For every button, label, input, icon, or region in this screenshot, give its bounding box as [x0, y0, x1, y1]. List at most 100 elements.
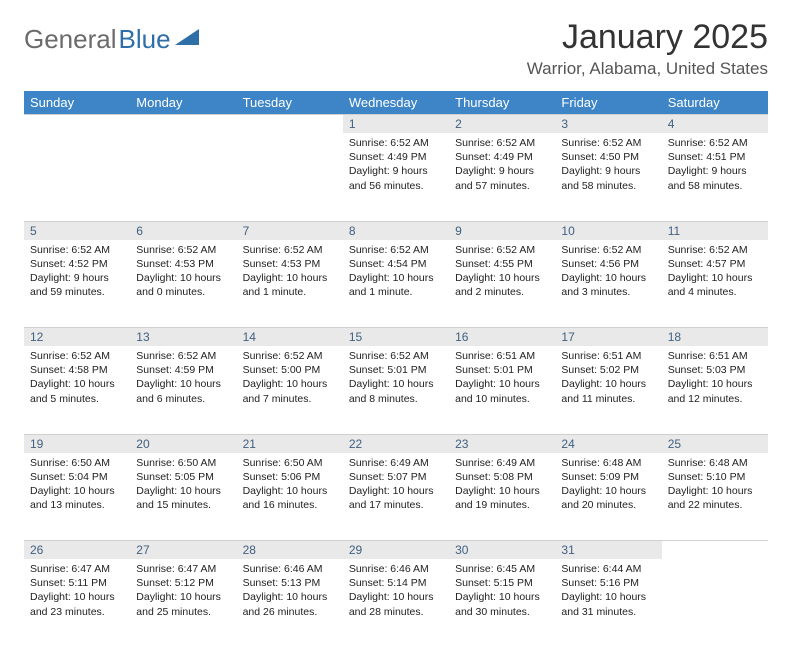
day-number-cell: 14	[237, 328, 343, 347]
sunrise-line: Sunrise: 6:52 AM	[349, 136, 443, 150]
daylight-line: Daylight: 10 hours and 30 minutes.	[455, 590, 549, 618]
daylight-line: Daylight: 9 hours and 56 minutes.	[349, 164, 443, 192]
daylight-line: Daylight: 10 hours and 11 minutes.	[561, 377, 655, 405]
day-number-cell	[662, 541, 768, 560]
sunrise-line: Sunrise: 6:47 AM	[136, 562, 230, 576]
sunset-line: Sunset: 4:55 PM	[455, 257, 549, 271]
day-text-row: Sunrise: 6:52 AMSunset: 4:49 PMDaylight:…	[24, 133, 768, 221]
daylight-line: Daylight: 10 hours and 31 minutes.	[561, 590, 655, 618]
sunrise-line: Sunrise: 6:52 AM	[136, 243, 230, 257]
day-number-cell: 27	[130, 541, 236, 560]
logo-text-a: General	[24, 24, 117, 55]
sunrise-line: Sunrise: 6:51 AM	[668, 349, 762, 363]
daylight-line: Daylight: 10 hours and 19 minutes.	[455, 484, 549, 512]
day-detail-cell: Sunrise: 6:50 AMSunset: 5:05 PMDaylight:…	[130, 453, 236, 541]
day-number-row: 1234	[24, 115, 768, 134]
day-detail-cell: Sunrise: 6:52 AMSunset: 4:49 PMDaylight:…	[343, 133, 449, 221]
daylight-line: Daylight: 10 hours and 3 minutes.	[561, 271, 655, 299]
daylight-line: Daylight: 10 hours and 25 minutes.	[136, 590, 230, 618]
day-text-row: Sunrise: 6:47 AMSunset: 5:11 PMDaylight:…	[24, 559, 768, 647]
sunset-line: Sunset: 5:00 PM	[243, 363, 337, 377]
daylight-line: Daylight: 10 hours and 15 minutes.	[136, 484, 230, 512]
sunrise-line: Sunrise: 6:52 AM	[561, 136, 655, 150]
sunset-line: Sunset: 4:54 PM	[349, 257, 443, 271]
day-text-row: Sunrise: 6:50 AMSunset: 5:04 PMDaylight:…	[24, 453, 768, 541]
day-number-cell: 18	[662, 328, 768, 347]
daylight-line: Daylight: 10 hours and 17 minutes.	[349, 484, 443, 512]
sunrise-line: Sunrise: 6:52 AM	[455, 243, 549, 257]
sunrise-line: Sunrise: 6:52 AM	[668, 243, 762, 257]
sunset-line: Sunset: 5:03 PM	[668, 363, 762, 377]
day-number-cell: 30	[449, 541, 555, 560]
daylight-line: Daylight: 10 hours and 26 minutes.	[243, 590, 337, 618]
sunset-line: Sunset: 4:53 PM	[243, 257, 337, 271]
daylight-line: Daylight: 10 hours and 10 minutes.	[455, 377, 549, 405]
sunset-line: Sunset: 5:13 PM	[243, 576, 337, 590]
daylight-line: Daylight: 10 hours and 12 minutes.	[668, 377, 762, 405]
sunrise-line: Sunrise: 6:52 AM	[30, 349, 124, 363]
page-subtitle: Warrior, Alabama, United States	[527, 59, 768, 79]
day-number-cell	[24, 115, 130, 134]
sunset-line: Sunset: 5:08 PM	[455, 470, 549, 484]
day-number-row: 567891011	[24, 221, 768, 240]
daylight-line: Daylight: 10 hours and 2 minutes.	[455, 271, 549, 299]
daylight-line: Daylight: 9 hours and 58 minutes.	[668, 164, 762, 192]
sunset-line: Sunset: 5:01 PM	[349, 363, 443, 377]
sunrise-line: Sunrise: 6:50 AM	[243, 456, 337, 470]
sunset-line: Sunset: 5:10 PM	[668, 470, 762, 484]
sunset-line: Sunset: 4:50 PM	[561, 150, 655, 164]
day-number-cell: 23	[449, 434, 555, 453]
daylight-line: Daylight: 10 hours and 6 minutes.	[136, 377, 230, 405]
sunrise-line: Sunrise: 6:46 AM	[349, 562, 443, 576]
day-number-cell: 7	[237, 221, 343, 240]
sunrise-line: Sunrise: 6:50 AM	[30, 456, 124, 470]
daylight-line: Daylight: 9 hours and 58 minutes.	[561, 164, 655, 192]
day-detail-cell: Sunrise: 6:52 AMSunset: 4:53 PMDaylight:…	[130, 240, 236, 328]
day-number-cell: 24	[555, 434, 661, 453]
sunset-line: Sunset: 5:12 PM	[136, 576, 230, 590]
weekday-header: Tuesday	[237, 91, 343, 115]
daylight-line: Daylight: 10 hours and 4 minutes.	[668, 271, 762, 299]
sunrise-line: Sunrise: 6:47 AM	[30, 562, 124, 576]
day-text-row: Sunrise: 6:52 AMSunset: 4:58 PMDaylight:…	[24, 346, 768, 434]
day-number-cell: 8	[343, 221, 449, 240]
day-detail-cell: Sunrise: 6:50 AMSunset: 5:06 PMDaylight:…	[237, 453, 343, 541]
day-detail-cell: Sunrise: 6:46 AMSunset: 5:13 PMDaylight:…	[237, 559, 343, 647]
sunset-line: Sunset: 5:16 PM	[561, 576, 655, 590]
day-detail-cell	[237, 133, 343, 221]
day-detail-cell: Sunrise: 6:46 AMSunset: 5:14 PMDaylight:…	[343, 559, 449, 647]
sunset-line: Sunset: 5:15 PM	[455, 576, 549, 590]
sunset-line: Sunset: 5:09 PM	[561, 470, 655, 484]
day-number-cell: 1	[343, 115, 449, 134]
day-number-cell	[130, 115, 236, 134]
weekday-header-row: SundayMondayTuesdayWednesdayThursdayFrid…	[24, 91, 768, 115]
day-detail-cell: Sunrise: 6:52 AMSunset: 4:57 PMDaylight:…	[662, 240, 768, 328]
day-number-cell: 22	[343, 434, 449, 453]
sunrise-line: Sunrise: 6:52 AM	[561, 243, 655, 257]
sunset-line: Sunset: 5:02 PM	[561, 363, 655, 377]
day-detail-cell: Sunrise: 6:52 AMSunset: 5:00 PMDaylight:…	[237, 346, 343, 434]
sunset-line: Sunset: 5:01 PM	[455, 363, 549, 377]
day-detail-cell: Sunrise: 6:51 AMSunset: 5:01 PMDaylight:…	[449, 346, 555, 434]
header: GeneralBlue January 2025 Warrior, Alabam…	[24, 18, 768, 79]
day-number-cell: 15	[343, 328, 449, 347]
sunrise-line: Sunrise: 6:46 AM	[243, 562, 337, 576]
sunrise-line: Sunrise: 6:52 AM	[136, 349, 230, 363]
sunrise-line: Sunrise: 6:50 AM	[136, 456, 230, 470]
day-detail-cell: Sunrise: 6:49 AMSunset: 5:07 PMDaylight:…	[343, 453, 449, 541]
day-number-row: 19202122232425	[24, 434, 768, 453]
sunrise-line: Sunrise: 6:49 AM	[455, 456, 549, 470]
weekday-header: Sunday	[24, 91, 130, 115]
weekday-header: Thursday	[449, 91, 555, 115]
sunset-line: Sunset: 5:05 PM	[136, 470, 230, 484]
weekday-header: Saturday	[662, 91, 768, 115]
day-number-cell: 11	[662, 221, 768, 240]
day-number-cell: 2	[449, 115, 555, 134]
daylight-line: Daylight: 10 hours and 0 minutes.	[136, 271, 230, 299]
sunrise-line: Sunrise: 6:45 AM	[455, 562, 549, 576]
daylight-line: Daylight: 10 hours and 8 minutes.	[349, 377, 443, 405]
daylight-line: Daylight: 9 hours and 57 minutes.	[455, 164, 549, 192]
day-detail-cell: Sunrise: 6:52 AMSunset: 4:59 PMDaylight:…	[130, 346, 236, 434]
daylight-line: Daylight: 10 hours and 1 minute.	[349, 271, 443, 299]
sunrise-line: Sunrise: 6:52 AM	[349, 349, 443, 363]
